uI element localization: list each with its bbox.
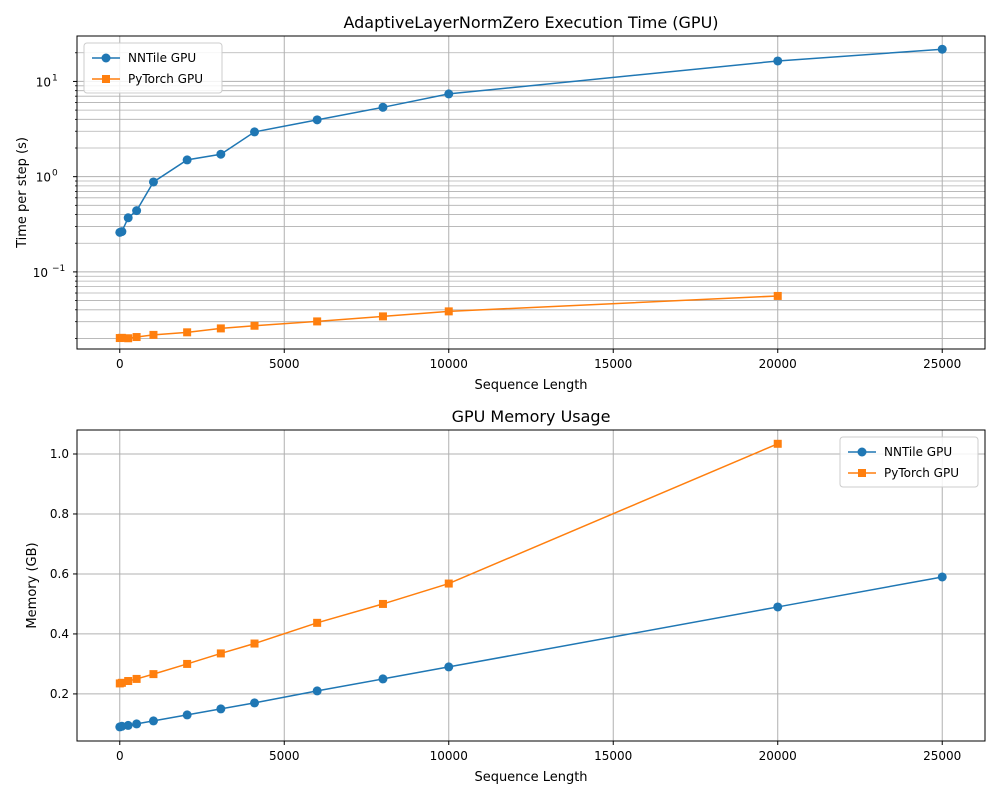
data-point-pytorch	[183, 328, 192, 337]
data-point-nntile	[378, 102, 388, 112]
data-point-pytorch	[313, 618, 322, 627]
memory-usage-legend: NNTile GPU PyTorch GPU	[839, 436, 979, 488]
data-point-nntile	[937, 572, 947, 582]
data-point-nntile	[444, 662, 454, 672]
data-point-nntile	[312, 686, 322, 696]
data-point-nntile	[250, 698, 260, 708]
y-tick-label: 10	[36, 75, 51, 89]
data-point-pytorch	[124, 677, 133, 686]
legend-marker-square	[102, 75, 110, 83]
y-tick-label: 0.4	[50, 627, 69, 641]
data-point-nntile	[182, 710, 192, 720]
legend-marker-circle	[857, 447, 867, 457]
x-tick-label: 20000	[759, 749, 797, 763]
data-point-pytorch	[117, 333, 126, 342]
data-point-nntile	[148, 716, 158, 726]
x-tick-label: 25000	[923, 357, 961, 371]
data-point-nntile	[132, 719, 142, 729]
memory-usage-series	[115, 439, 947, 732]
data-point-nntile	[378, 674, 388, 684]
data-point-nntile	[216, 149, 226, 159]
y-tick-label: 0.8	[50, 507, 69, 521]
memory-usage-ticks: 0 5000 10000 15000 20000 25000 0.2 0.4 0.6 0.8 1.0	[50, 447, 961, 763]
y-tick-label: 0.6	[50, 567, 69, 581]
memory-usage-chart: 0 5000 10000 15000 20000 25000 0.2 0.4 0.6 0.8 1.0…	[25, 407, 986, 785]
data-point-nntile	[123, 213, 133, 223]
x-tick-label: 5000	[269, 357, 300, 371]
legend-label: NNTile GPU	[884, 445, 952, 459]
data-point-pytorch	[124, 334, 133, 343]
execution-time-x-axis-label: Sequence Length	[474, 378, 587, 393]
data-point-pytorch	[444, 579, 453, 588]
x-tick-label: 15000	[594, 749, 632, 763]
data-point-nntile	[937, 44, 947, 54]
data-point-nntile	[123, 720, 133, 730]
legend-box	[83, 42, 223, 94]
data-point-pytorch	[132, 333, 141, 342]
execution-time-series	[115, 44, 947, 343]
data-point-nntile	[182, 155, 192, 165]
x-tick-label: 0	[116, 357, 124, 371]
data-point-nntile	[216, 704, 226, 714]
memory-usage-title: GPU Memory Usage	[452, 407, 611, 426]
data-point-pytorch	[117, 678, 126, 687]
data-point-nntile	[132, 206, 142, 216]
data-point-pytorch	[250, 639, 259, 648]
execution-time-axes-frame	[76, 35, 986, 350]
data-point-pytorch	[378, 599, 387, 608]
legend-marker-square	[858, 469, 866, 477]
execution-time-legend: NNTile GPU PyTorch GPU	[83, 42, 223, 94]
x-tick-label: 10000	[430, 749, 468, 763]
y-tick-label: 10	[33, 266, 48, 280]
data-point-nntile	[148, 177, 158, 187]
data-point-pytorch	[250, 321, 259, 330]
legend-marker-circle	[101, 53, 111, 63]
data-point-nntile	[250, 127, 260, 137]
x-tick-label: 10000	[430, 357, 468, 371]
memory-usage-axes-frame	[76, 429, 986, 742]
data-point-nntile	[773, 602, 783, 612]
x-tick-label: 25000	[923, 749, 961, 763]
data-point-nntile	[773, 56, 783, 66]
legend-box	[839, 436, 979, 488]
data-point-nntile	[312, 115, 322, 125]
data-point-nntile	[117, 227, 127, 237]
data-point-nntile	[444, 89, 454, 99]
data-point-pytorch	[149, 670, 158, 679]
data-point-pytorch	[773, 439, 782, 448]
x-tick-label: 5000	[269, 749, 300, 763]
memory-usage-x-axis-label: Sequence Length	[474, 770, 587, 785]
data-point-pytorch	[216, 324, 225, 333]
legend-label: PyTorch GPU	[884, 466, 959, 480]
y-tick-label: 1.0	[50, 447, 69, 461]
y-tick-exponent: 0	[52, 169, 58, 179]
data-point-pytorch	[216, 649, 225, 658]
y-tick-label: 0.2	[50, 687, 69, 701]
data-point-pytorch	[132, 674, 141, 683]
data-point-pytorch	[183, 659, 192, 668]
data-point-pytorch	[313, 317, 322, 326]
execution-time-title: AdaptiveLayerNormZero Execution Time (GP…	[343, 13, 718, 32]
y-tick-exponent: 1	[52, 73, 58, 83]
data-point-pytorch	[149, 330, 158, 339]
data-point-pytorch	[444, 307, 453, 316]
x-tick-label: 0	[116, 749, 124, 763]
memory-usage-grid	[77, 430, 985, 741]
x-tick-label: 15000	[594, 357, 632, 371]
data-point-pytorch	[773, 291, 782, 300]
data-point-pytorch	[378, 312, 387, 321]
x-tick-label: 20000	[759, 357, 797, 371]
y-tick-exponent: −1	[52, 264, 65, 274]
legend-label: PyTorch GPU	[128, 72, 203, 86]
execution-time-y-axis-label: Time per step (s)	[15, 137, 30, 249]
execution-time-grid	[77, 36, 985, 349]
legend-label: NNTile GPU	[128, 51, 196, 65]
memory-usage-y-axis-label: Memory (GB)	[25, 542, 40, 628]
y-tick-label: 10	[36, 171, 51, 185]
